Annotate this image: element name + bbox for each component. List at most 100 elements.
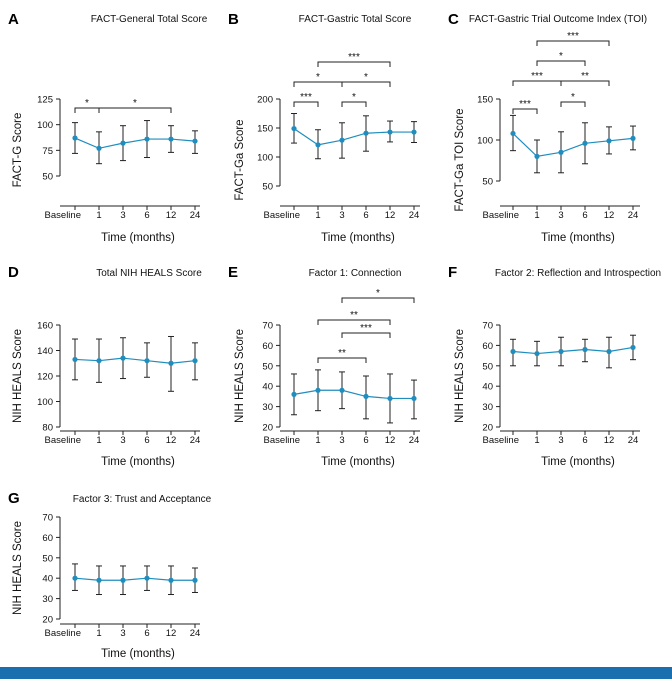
significance-bracket: ** xyxy=(560,71,610,86)
x-tick-label: 12 xyxy=(166,435,177,446)
significance-label: * xyxy=(352,92,356,103)
x-tick-label: 12 xyxy=(385,210,396,221)
significance-bracket: *** xyxy=(317,52,391,67)
y-tick-label: 150 xyxy=(477,95,493,106)
x-tick-label: 3 xyxy=(120,628,125,639)
x-tick-label: 24 xyxy=(628,210,639,221)
panel-title: FACT-Gastric Trial Outcome Index (TOI) xyxy=(469,14,647,25)
x-tick-label: 1 xyxy=(315,210,320,221)
data-point xyxy=(192,358,198,364)
panel-title: FACT-General Total Score xyxy=(91,14,208,25)
y-tick-label: 50 xyxy=(482,177,493,188)
x-tick-label: 6 xyxy=(582,435,587,446)
x-tick-label: 1 xyxy=(534,210,539,221)
significance-bracket: *** xyxy=(341,323,391,338)
significance-bracket: *** xyxy=(512,99,538,114)
y-tick-label: 40 xyxy=(42,574,53,585)
panel-letter: A xyxy=(8,11,19,28)
significance-label: ** xyxy=(338,348,346,359)
data-point xyxy=(291,391,297,397)
panel-a: A FACT-General Total Score 50 75 100 125 Basel… xyxy=(8,11,208,244)
y-tick-label: 60 xyxy=(42,533,53,544)
panel-e: E Factor 1: Connection 20 30 40 50 60 70 Baselin… xyxy=(228,264,420,468)
significance-bracket: * xyxy=(341,92,367,107)
data-point xyxy=(558,149,564,155)
y-tick-label: 200 xyxy=(257,95,273,106)
y-tick-label: 75 xyxy=(42,146,53,157)
data-point xyxy=(168,577,174,583)
y-tick-label: 100 xyxy=(37,120,53,131)
data-point xyxy=(192,138,198,144)
x-tick-label: 24 xyxy=(190,628,201,639)
x-tick-label: 12 xyxy=(166,628,177,639)
y-axis-label: NIH HEALS Score xyxy=(12,521,24,615)
significance-label: * xyxy=(376,288,380,299)
x-tick-label: 1 xyxy=(96,628,101,639)
significance-label: * xyxy=(364,72,368,83)
data-point xyxy=(387,129,393,135)
significance-label: *** xyxy=(360,323,372,334)
x-tick-label: 1 xyxy=(315,435,320,446)
y-tick-label: 30 xyxy=(42,594,53,605)
x-tick-label: 24 xyxy=(190,435,201,446)
x-tick-label: Baseline xyxy=(45,628,81,639)
x-tick-label: 3 xyxy=(120,435,125,446)
data-point xyxy=(534,350,540,357)
significance-label: *** xyxy=(300,92,312,103)
significance-label: * xyxy=(559,51,563,62)
x-axis-label: Time (months) xyxy=(101,456,175,468)
x-tick-label: 1 xyxy=(534,435,539,446)
y-axis-label: FACT-G Score xyxy=(12,113,24,188)
y-axis-label: NIH HEALS Score xyxy=(234,329,246,423)
data-point xyxy=(363,393,369,399)
y-tick-label: 140 xyxy=(37,346,53,357)
data-point xyxy=(582,140,588,146)
y-tick-label: 20 xyxy=(262,423,273,434)
data-point xyxy=(363,130,369,136)
data-point xyxy=(339,137,345,143)
data-point xyxy=(96,358,102,364)
y-tick-label: 120 xyxy=(37,372,53,383)
x-tick-label: Baseline xyxy=(45,210,81,221)
data-point xyxy=(630,344,636,351)
panel-b: B FACT-Gastric Total Score 50 100 150 200 Base… xyxy=(228,11,420,244)
x-tick-label: 1 xyxy=(96,210,101,221)
y-tick-label: 70 xyxy=(482,321,493,332)
significance-bracket: * xyxy=(341,288,415,303)
data-point xyxy=(291,125,297,132)
y-axis-label: FACT-Ga TOI Score xyxy=(454,108,466,211)
panel-title: Total NIH HEALS Score xyxy=(96,268,202,279)
significance-bracket: ** xyxy=(317,310,391,325)
y-axis-label: FACT-Ga Score xyxy=(234,119,246,200)
x-tick-label: 6 xyxy=(144,210,149,221)
x-tick-label: 24 xyxy=(409,210,420,221)
data-point xyxy=(96,577,102,583)
y-tick-label: 30 xyxy=(482,402,493,413)
data-point xyxy=(192,577,198,583)
significance-bracket: *** xyxy=(293,92,319,107)
panel-letter: E xyxy=(228,264,238,281)
y-tick-label: 50 xyxy=(262,182,273,193)
y-tick-label: 50 xyxy=(482,361,493,372)
significance-label: * xyxy=(571,92,575,103)
panel-f: F Factor 2: Reflection and Introspection 2… xyxy=(448,264,661,468)
x-tick-label: 24 xyxy=(628,435,639,446)
significance-bracket: * xyxy=(536,51,586,66)
y-tick-label: 160 xyxy=(37,321,53,332)
panel-letter: G xyxy=(8,490,20,507)
data-point xyxy=(120,355,126,361)
data-point xyxy=(534,153,540,159)
significance-bracket: *** xyxy=(536,31,610,46)
x-axis-label: Time (months) xyxy=(541,232,615,244)
significance-label: *** xyxy=(519,99,531,110)
series-line xyxy=(74,577,195,581)
data-point xyxy=(315,142,321,148)
y-tick-label: 40 xyxy=(482,382,493,393)
y-tick-label: 30 xyxy=(262,402,273,413)
x-tick-label: 12 xyxy=(604,210,615,221)
significance-bracket: ** xyxy=(317,348,367,363)
data-point xyxy=(72,135,78,141)
panel-letter: C xyxy=(448,11,459,28)
x-axis-label: Time (months) xyxy=(101,648,175,660)
